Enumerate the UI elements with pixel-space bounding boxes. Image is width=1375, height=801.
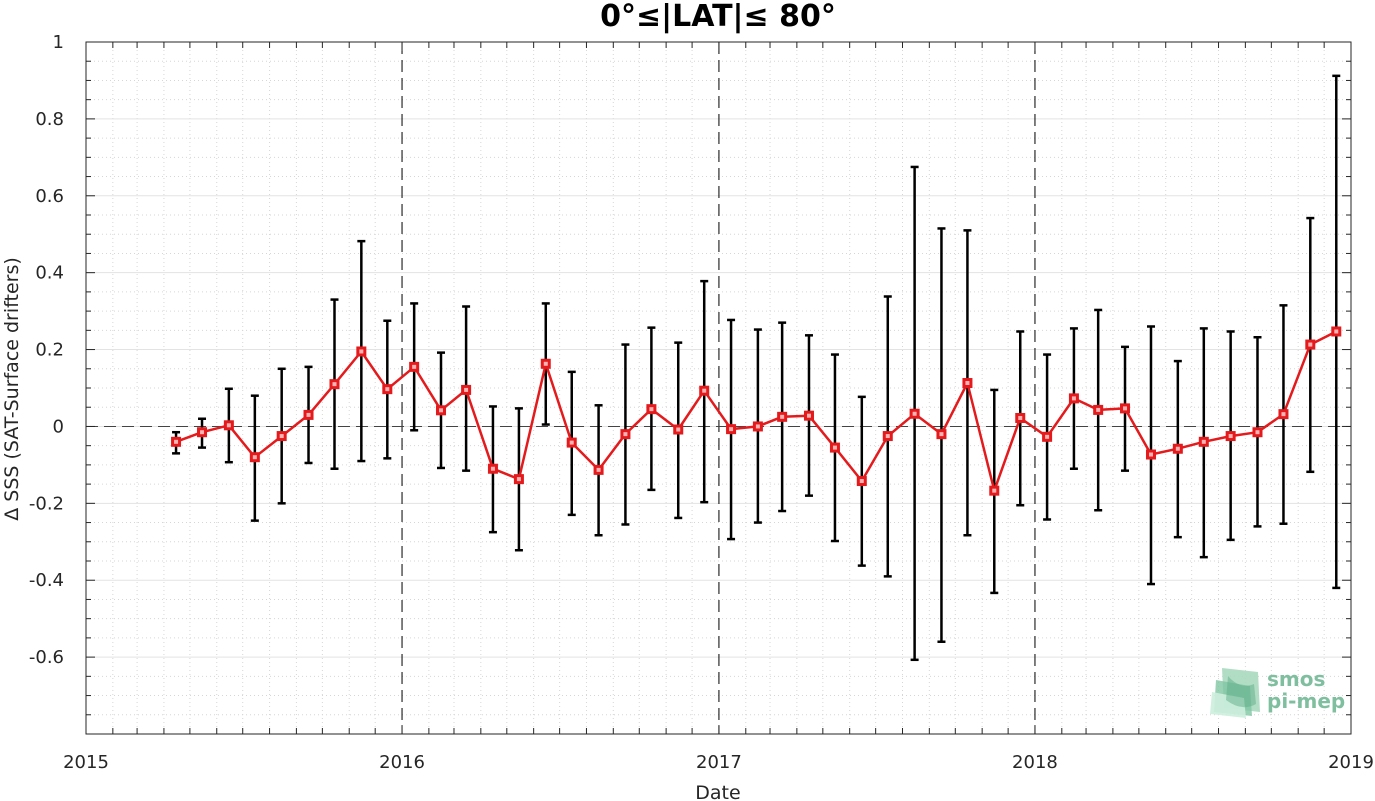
data-point-highlight: [359, 349, 364, 354]
x-tick-label: 2017: [696, 752, 742, 773]
tick-labels: 2015 2016 2017 2018 2019 -0.6 -0.4 -0.2 0 0.2 0.4 0…: [29, 32, 1374, 773]
data-point-highlight: [702, 388, 707, 393]
y-tick-label: -0.2: [29, 493, 64, 514]
data-point-highlight: [1148, 452, 1153, 457]
y-tick-label: -0.6: [29, 647, 64, 668]
chart-title: 0°≤|LAT|≤ 80°: [600, 0, 836, 34]
data-point-highlight: [596, 467, 601, 472]
y-tick-label: 0.8: [35, 109, 64, 130]
data-point-highlight: [1175, 446, 1180, 451]
data-point-highlight: [1334, 329, 1339, 334]
data-point-highlight: [755, 424, 760, 429]
data-point-highlight: [885, 434, 890, 439]
data-point-highlight: [1123, 406, 1128, 411]
data-point-highlight: [676, 427, 681, 432]
x-axis-label: Date: [695, 782, 740, 801]
x-tick-label: 2019: [1328, 752, 1374, 773]
y-tick-label: 0.2: [35, 340, 64, 361]
data-point-highlight: [332, 382, 337, 387]
data-point-highlight: [200, 430, 205, 435]
x-tick-label: 2015: [63, 752, 109, 773]
data-point-highlight: [1018, 415, 1023, 420]
data-point-highlight: [464, 387, 469, 392]
x-tick-label: 2016: [379, 752, 425, 773]
logo-text-pimep: pi-mep: [1267, 689, 1345, 713]
data-point-highlight: [649, 407, 654, 412]
x-tick-label: 2018: [1012, 752, 1058, 773]
data-point-highlight: [1071, 396, 1076, 401]
data-point-highlight: [1228, 434, 1233, 439]
y-tick-label: 0.4: [35, 263, 64, 284]
data-point-highlight: [1096, 407, 1101, 412]
smos-pimep-logo: smos pi-mep: [1210, 667, 1345, 718]
data-point-highlight: [412, 364, 417, 369]
data-point-highlight: [806, 413, 811, 418]
axes-frame: [85, 41, 1352, 735]
series-line: [175, 330, 1337, 492]
data-point-highlight: [543, 361, 548, 366]
data-point-highlight: [729, 427, 734, 432]
reference-lines: [86, 42, 1351, 734]
y-tick-label: 1: [53, 32, 64, 53]
data-point-highlight: [569, 440, 574, 445]
logo-text-smos: smos: [1267, 667, 1325, 691]
y-tick-label: -0.4: [29, 570, 64, 591]
data-point-highlight: [1255, 430, 1260, 435]
data-point-highlight: [516, 477, 521, 482]
logo-mark-icon: [1210, 668, 1260, 718]
data-point-highlight: [1281, 412, 1286, 417]
data-point-highlight: [252, 455, 257, 460]
data-point-highlight: [226, 423, 231, 428]
y-tick-label: 0.6: [35, 186, 64, 207]
data-point-highlight: [279, 434, 284, 439]
data-point-highlight: [832, 445, 837, 450]
data-point-highlight: [965, 381, 970, 386]
data-point-highlight: [912, 411, 917, 416]
y-axis-label: Δ SSS (SAT-Surface drifters): [1, 257, 23, 521]
data-point-highlight: [1308, 342, 1313, 347]
data-point-highlight: [623, 432, 628, 437]
series-markers: [171, 326, 1342, 496]
data-point-highlight: [780, 414, 785, 419]
data-point-highlight: [992, 488, 997, 493]
data-point-highlight: [1201, 439, 1206, 444]
data-point-highlight: [385, 387, 390, 392]
data-point-highlight: [939, 432, 944, 437]
data-point-highlight: [859, 479, 864, 484]
data-point-highlight: [490, 466, 495, 471]
data-point-highlight: [438, 408, 443, 413]
data-point-highlight: [306, 412, 311, 417]
series-line: [175, 330, 1337, 492]
data-point-highlight: [1045, 434, 1050, 439]
data-point-highlight: [174, 439, 179, 444]
y-tick-label: 0: [53, 416, 64, 437]
